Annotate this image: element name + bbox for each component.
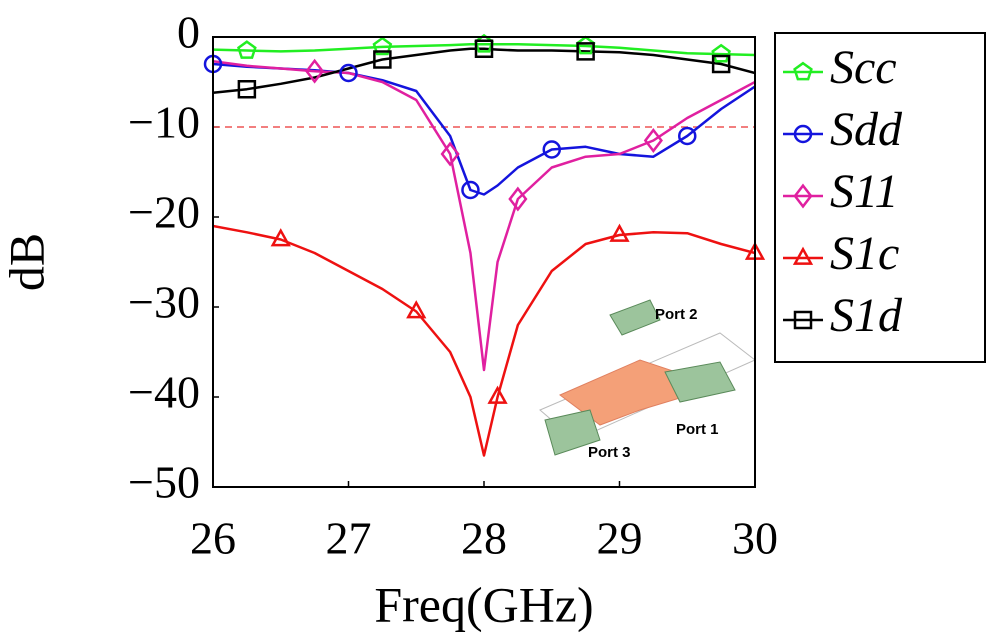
legend-label: Scc (830, 41, 897, 94)
legend-label: S11 (830, 165, 898, 218)
series-line (213, 226, 755, 456)
series-line (213, 61, 755, 370)
y-tick-label: −10 (128, 97, 200, 148)
inset-device: Port 2 Port 1 Port 3 (540, 300, 755, 461)
marker (408, 303, 424, 317)
y-tick-label: 0 (177, 7, 200, 58)
series-line (213, 64, 755, 195)
annotation: Port 1 (676, 421, 719, 438)
x-tick-label: 30 (732, 513, 778, 564)
y-tick-label: −40 (128, 367, 200, 418)
y-axis-label: dB (0, 233, 54, 291)
annotation: Port 2 (655, 306, 698, 323)
x-tick-label: 28 (461, 513, 507, 564)
x-tick-label: 27 (326, 513, 372, 564)
legend-label: Sdd (830, 103, 903, 156)
legend-label: S1c (830, 227, 899, 280)
y-tick-label: −30 (128, 277, 200, 328)
plot-frame (213, 37, 755, 487)
x-axis-label: Freq(GHz) (374, 576, 593, 632)
chart: Port 2 Port 1 Port 3 Freq(GHz) dB −50 −40… (0, 0, 987, 643)
legend-label: S1d (830, 289, 903, 342)
legend: Scc Sdd S11 S1c S1d (775, 33, 985, 362)
annotation: Port 3 (588, 444, 631, 461)
y-tick-label: −20 (128, 187, 200, 238)
x-tick-label: 26 (190, 513, 236, 564)
y-tick-label: −50 (128, 457, 200, 508)
x-tick-label: 29 (597, 513, 643, 564)
